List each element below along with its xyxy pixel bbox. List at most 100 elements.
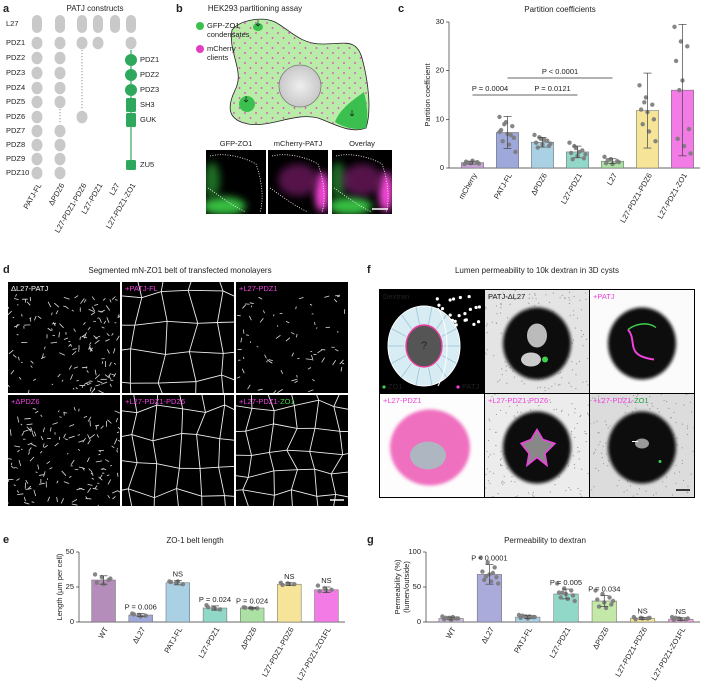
noise bbox=[560, 410, 563, 413]
speckle bbox=[15, 294, 17, 297]
zo1-pdz bbox=[125, 54, 137, 66]
data-point bbox=[633, 617, 638, 622]
tile-label: ΔL27-PATJ bbox=[11, 284, 48, 293]
noise bbox=[602, 402, 604, 404]
speckle bbox=[37, 315, 42, 320]
speckle bbox=[105, 338, 110, 342]
speckle bbox=[98, 390, 105, 393]
y-axis-label: Partition coefficient bbox=[423, 62, 432, 126]
y-tick-label: 0 bbox=[440, 163, 444, 172]
noise bbox=[621, 399, 623, 401]
noise bbox=[632, 495, 634, 497]
data-point bbox=[478, 555, 483, 560]
speckle bbox=[81, 333, 86, 338]
speckle bbox=[30, 360, 34, 364]
speckle bbox=[96, 434, 100, 438]
speckle bbox=[98, 476, 103, 481]
micrograph-signal bbox=[269, 154, 328, 213]
cell-boundary bbox=[221, 374, 234, 381]
cell-boundary bbox=[180, 522, 202, 526]
cyst-content bbox=[485, 394, 589, 497]
y-tick-label: 0 bbox=[417, 617, 421, 626]
noise bbox=[500, 304, 502, 306]
domain-label: PDZ7 bbox=[6, 126, 25, 135]
speckle bbox=[71, 350, 77, 356]
noise bbox=[564, 297, 566, 299]
noise bbox=[587, 472, 589, 475]
cell-boundary bbox=[176, 468, 180, 489]
noise bbox=[683, 404, 685, 406]
noise bbox=[627, 480, 629, 482]
cell-outline bbox=[269, 154, 325, 213]
zo1-domain-label: GUK bbox=[140, 115, 156, 124]
noise bbox=[594, 397, 596, 399]
speckle bbox=[312, 379, 315, 382]
cell-boundary bbox=[309, 450, 343, 456]
cell-wall bbox=[428, 306, 433, 325]
noise bbox=[636, 493, 638, 495]
speckle bbox=[10, 462, 13, 466]
noise bbox=[489, 420, 491, 422]
data-point bbox=[616, 159, 622, 165]
data-point bbox=[605, 158, 610, 163]
noise bbox=[675, 421, 677, 424]
noise bbox=[574, 436, 576, 438]
data-point bbox=[217, 607, 223, 612]
speckle bbox=[97, 504, 99, 506]
noise bbox=[686, 425, 689, 427]
data-point bbox=[494, 575, 499, 580]
cell-boundary bbox=[134, 320, 168, 326]
cell-boundary bbox=[217, 321, 234, 323]
cell-boundary bbox=[293, 513, 318, 522]
noise bbox=[496, 313, 498, 315]
speckle bbox=[29, 317, 32, 322]
speckle bbox=[63, 433, 66, 439]
condensate bbox=[253, 23, 263, 31]
tile-label-part: ΔL27-PATJ bbox=[11, 284, 48, 293]
data-point bbox=[596, 604, 602, 609]
noise bbox=[529, 409, 532, 411]
cell-boundary bbox=[165, 321, 168, 355]
cell-boundary bbox=[196, 412, 206, 435]
noise bbox=[512, 370, 514, 372]
cell-boundary bbox=[160, 282, 164, 292]
domain-pdz bbox=[31, 166, 43, 180]
noise bbox=[568, 486, 570, 489]
speckle bbox=[117, 490, 120, 493]
significance-label: P = 0.006 bbox=[125, 603, 157, 612]
speckle bbox=[12, 354, 17, 358]
cell-boundary bbox=[157, 354, 166, 384]
speckle bbox=[340, 362, 345, 365]
noise bbox=[575, 374, 577, 376]
data-point bbox=[520, 613, 525, 618]
speckle bbox=[259, 318, 264, 323]
speckle bbox=[30, 365, 33, 368]
speckle bbox=[257, 388, 263, 391]
speckle bbox=[102, 298, 106, 301]
data-point bbox=[650, 102, 655, 107]
noise bbox=[509, 367, 511, 369]
tile-label-part: +ΔPDZ6 bbox=[11, 397, 40, 406]
cell-boundary bbox=[199, 468, 203, 497]
data-point bbox=[640, 122, 645, 127]
speckle bbox=[295, 306, 297, 310]
noise bbox=[637, 394, 639, 396]
noise bbox=[618, 479, 620, 481]
noise bbox=[528, 302, 530, 304]
noise bbox=[539, 386, 541, 388]
cell-boundary bbox=[152, 404, 158, 441]
noise bbox=[491, 395, 493, 398]
domain-label: PDZ6 bbox=[6, 112, 25, 121]
cyst bbox=[608, 307, 676, 380]
noise bbox=[686, 491, 688, 493]
data-point bbox=[490, 570, 496, 576]
domain-label: L27 bbox=[6, 19, 19, 28]
tile-label: +PATJ-FL bbox=[125, 284, 158, 293]
dextran-dot bbox=[472, 322, 476, 327]
noise bbox=[485, 325, 488, 327]
tile-label: +PATJ bbox=[593, 292, 615, 301]
speckle bbox=[110, 464, 113, 467]
zo1-zu5 bbox=[126, 160, 136, 170]
speckle bbox=[78, 408, 80, 412]
